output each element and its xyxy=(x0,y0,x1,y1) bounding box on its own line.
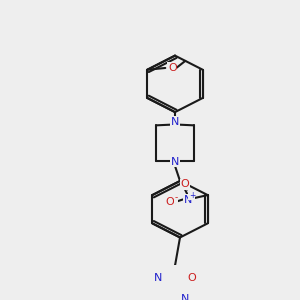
Text: N: N xyxy=(154,273,162,283)
Text: O: O xyxy=(188,273,196,283)
Text: N: N xyxy=(171,117,179,127)
Text: O: O xyxy=(165,197,174,207)
Text: O: O xyxy=(168,63,177,73)
Text: N: N xyxy=(171,157,179,166)
Text: O: O xyxy=(180,179,189,190)
Text: N: N xyxy=(184,194,192,205)
Text: N: N xyxy=(181,294,189,300)
Text: +: + xyxy=(189,190,195,200)
Text: -: - xyxy=(175,193,178,202)
